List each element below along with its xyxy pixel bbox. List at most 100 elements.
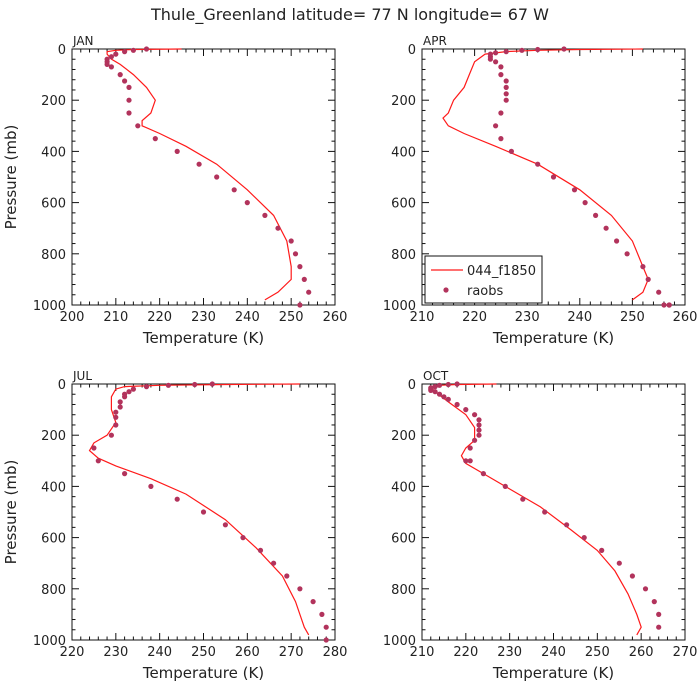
x-tick-label: 220: [147, 310, 172, 325]
raobs-point: [519, 47, 525, 53]
raobs-point: [275, 225, 281, 231]
raobs-point: [126, 110, 132, 116]
panel-label: JUL: [72, 369, 92, 383]
y-tick-label: 600: [391, 532, 416, 547]
figure-title: Thule_Greenland latitude= 77 N longitude…: [150, 5, 549, 25]
raobs-point: [629, 573, 636, 579]
legend-obs-swatch: [443, 287, 449, 293]
y-tick-label: 1000: [383, 634, 416, 649]
raobs-point: [152, 136, 158, 142]
raobs-point: [135, 123, 141, 129]
chart-panel-jan: 200 210 220 230 240 250 260 0 200 400 600 800 1000 JA…: [2, 34, 347, 347]
raobs-point: [503, 91, 509, 97]
raobs-point: [214, 174, 220, 180]
raobs-point: [262, 212, 268, 218]
raobs-point: [436, 391, 443, 397]
raobs-point: [126, 389, 132, 395]
panel-label: OCT: [423, 369, 449, 383]
y-tick-label: 0: [408, 378, 416, 393]
y-tick-label: 600: [41, 197, 66, 212]
raobs-point: [113, 409, 119, 415]
raobs-point: [148, 483, 154, 489]
y-tick-label: 800: [391, 248, 416, 263]
raobs-point: [301, 276, 307, 282]
x-axis-label: Temperature (K): [142, 664, 264, 682]
raobs-point: [297, 302, 303, 308]
raobs-point: [122, 394, 128, 400]
x-tick-label: 220: [60, 645, 85, 660]
raobs-point: [432, 389, 438, 395]
x-tick-label: 220: [453, 645, 478, 660]
raobs-point: [564, 522, 570, 528]
raobs-point: [503, 97, 509, 103]
y-tick-label: 1000: [383, 299, 416, 314]
raobs-point: [113, 422, 119, 428]
raobs-point: [542, 509, 548, 515]
raobs-point: [165, 382, 171, 388]
plot-frame: [421, 48, 686, 306]
raobs-point: [651, 599, 657, 605]
raobs-point: [467, 445, 473, 451]
x-tick-label: 210: [410, 310, 435, 325]
x-tick-label: 260: [235, 645, 260, 660]
y-tick-label: 400: [391, 145, 416, 160]
x-tick-label: 200: [60, 310, 85, 325]
raobs-point: [126, 97, 132, 103]
y-tick-label: 0: [58, 378, 66, 393]
y-tick-label: 400: [41, 145, 66, 160]
raobs-point: [445, 396, 451, 402]
raobs-point: [428, 387, 434, 393]
chart-panel-jul: 220 230 240 250 260 270 280 0 200 400 600 800 1000 JU…: [2, 369, 347, 682]
raobs-point: [117, 399, 123, 405]
y-tick-label: 600: [391, 197, 416, 212]
y-tick-label: 200: [391, 429, 416, 444]
raobs-point: [192, 381, 198, 388]
raobs-point: [454, 381, 460, 387]
y-tick-label: 0: [408, 43, 416, 58]
raobs-point: [624, 251, 630, 257]
x-tick-label: 250: [191, 645, 216, 660]
y-tick-label: 400: [391, 480, 416, 495]
raobs-point: [561, 46, 567, 52]
raobs-point: [130, 386, 136, 392]
y-axis-label: Pressure (mb): [2, 125, 20, 230]
raobs-point: [297, 586, 303, 592]
x-tick-label: 240: [567, 310, 592, 325]
raobs-point: [441, 394, 447, 400]
raobs-point: [113, 414, 119, 420]
raobs-point: [493, 123, 499, 129]
raobs-point: [645, 276, 651, 282]
raobs-point: [284, 573, 290, 579]
raobs-point: [174, 496, 180, 502]
raobs-point: [502, 483, 508, 489]
raobs-point: [508, 148, 514, 154]
x-tick-label: 230: [515, 310, 540, 325]
raobs-point: [113, 51, 119, 57]
chart-panel-apr: 210 220 230 240 250 260 0 200 400 600 800 1000 APR Te…: [383, 34, 698, 347]
y-tick-label: 800: [41, 583, 66, 598]
raobs-point: [480, 471, 486, 477]
model-profile-line: [429, 383, 642, 636]
x-tick-label: 280: [323, 645, 348, 660]
raobs-point: [143, 46, 150, 52]
raobs-point: [122, 78, 128, 84]
raobs-point: [656, 611, 662, 618]
raobs-point: [467, 458, 473, 464]
raobs-point: [200, 509, 207, 515]
y-tick-label: 400: [41, 480, 66, 495]
legend-model-label: 044_f1850: [467, 264, 536, 279]
raobs-point: [498, 64, 504, 70]
x-tick-label: 270: [279, 645, 304, 660]
raobs-point: [463, 458, 469, 464]
raobs-point: [240, 535, 246, 541]
raobs-point: [297, 264, 303, 270]
raobs-point: [498, 136, 504, 142]
y-tick-label: 1000: [33, 299, 66, 314]
y-tick-label: 1000: [33, 634, 66, 649]
raobs-point: [463, 407, 469, 413]
raobs-point: [306, 289, 312, 295]
panel-label: APR: [423, 34, 447, 48]
y-tick-label: 0: [58, 43, 66, 58]
raobs-point: [640, 264, 646, 270]
legend-obs-label: raobs: [467, 284, 504, 299]
